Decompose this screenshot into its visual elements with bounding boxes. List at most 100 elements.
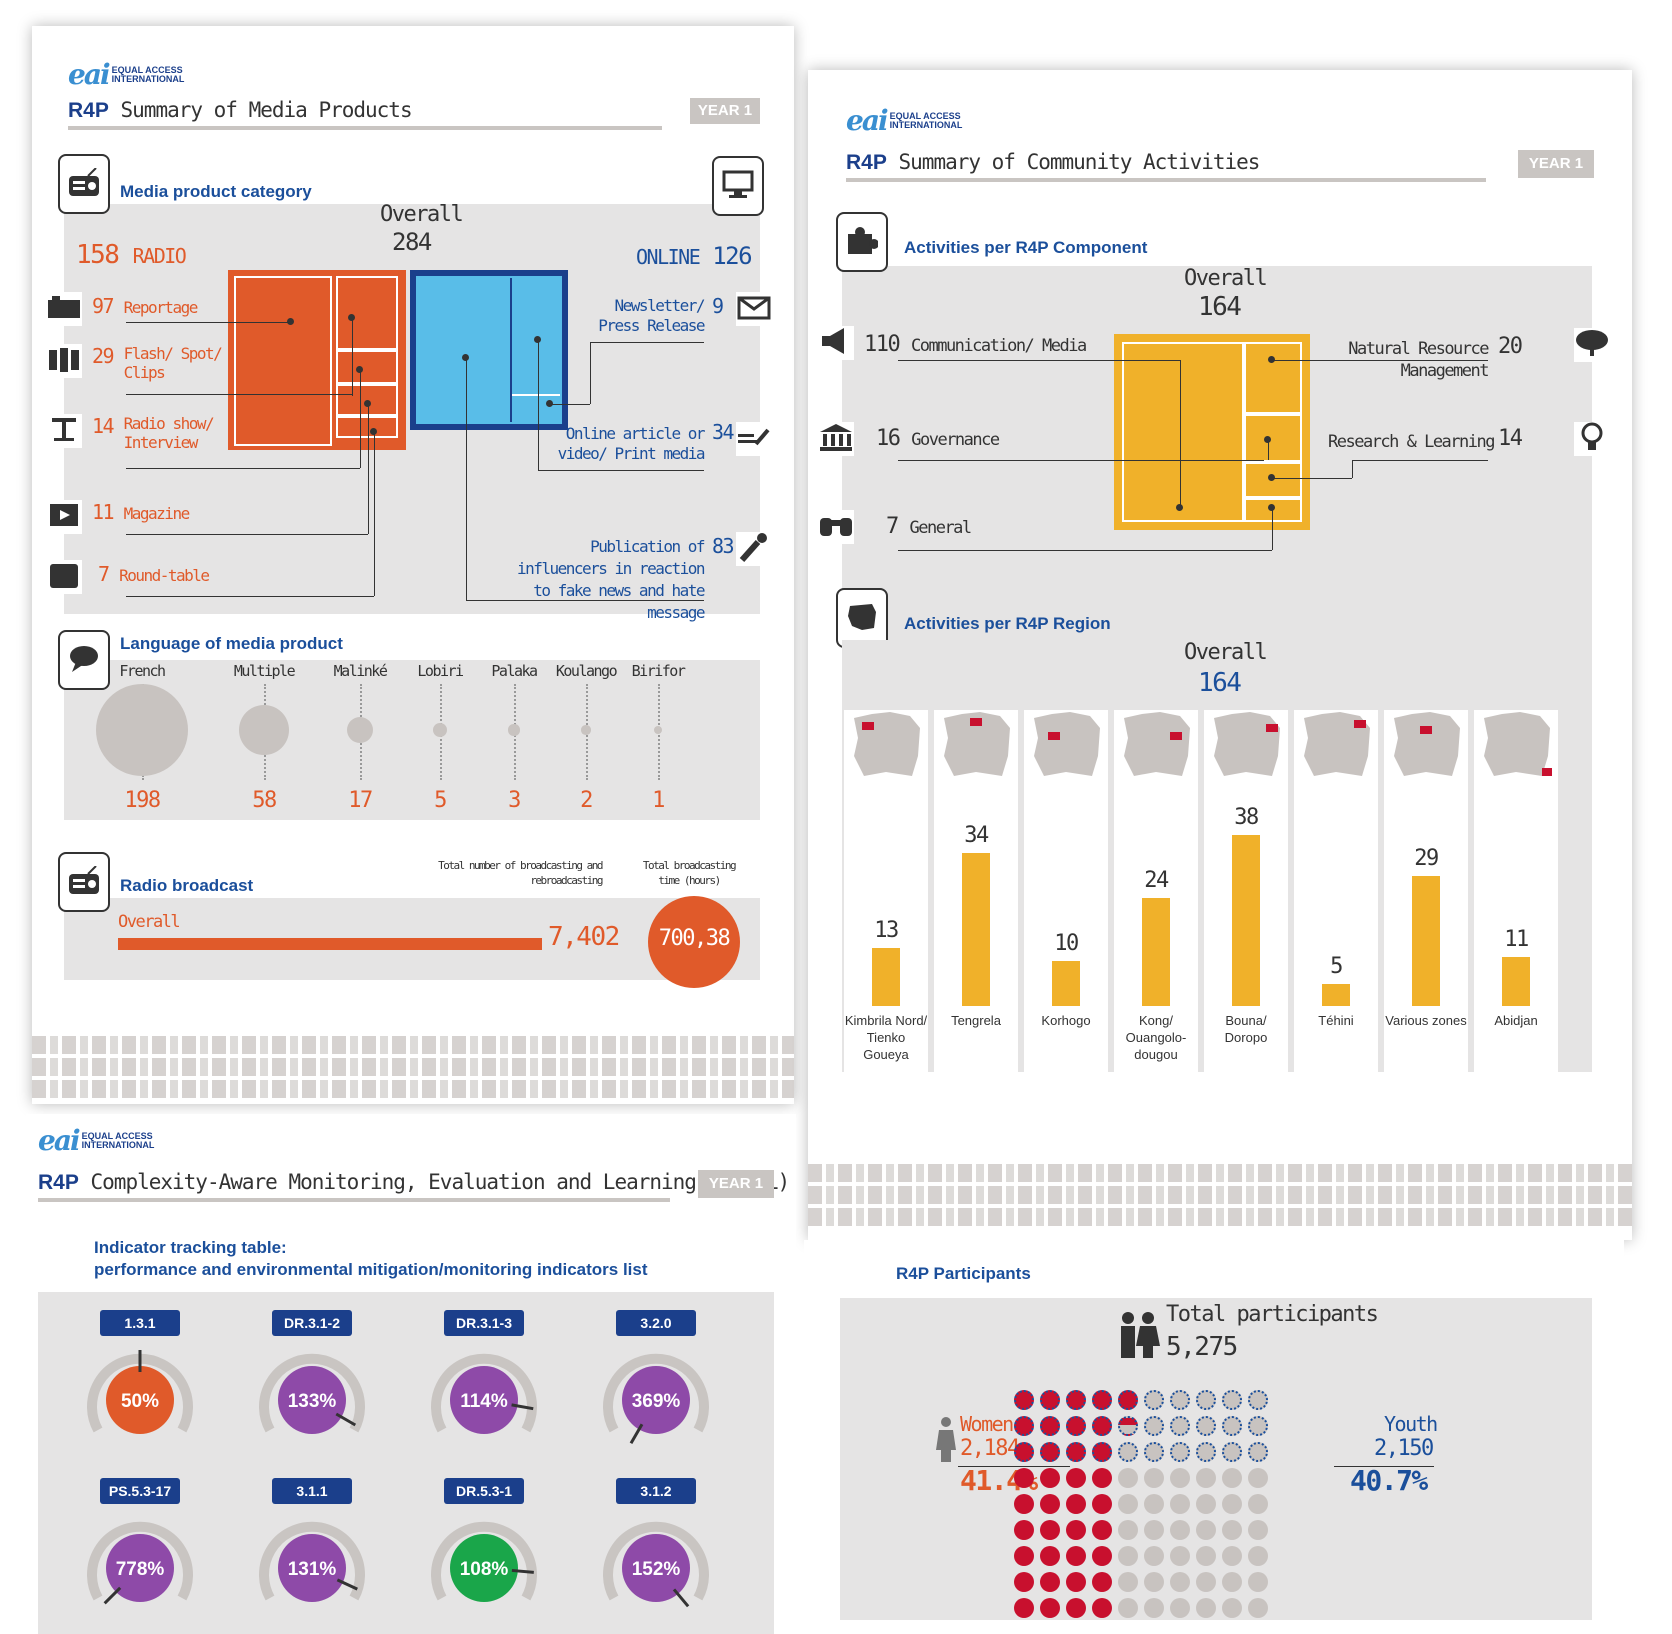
treemap-cell-flash <box>336 276 398 350</box>
region-bar-value: 34 <box>964 823 989 848</box>
gauge-needle <box>629 1423 644 1445</box>
participant-dot <box>1092 1416 1112 1436</box>
tree-icon <box>1574 328 1610 362</box>
item-label: Online article or video/ Print media <box>557 424 706 463</box>
participant-dot <box>1144 1598 1164 1618</box>
language-count: 198 <box>124 788 161 813</box>
connector-line <box>360 370 361 468</box>
connector-line <box>898 550 1272 551</box>
radio-item-radioshow: 14 Radio show/ Interview <box>92 414 244 452</box>
participant-dot <box>1196 1468 1216 1488</box>
broadcast-time-label: Total broadcasting time (hours) <box>642 859 737 887</box>
component-nrm-value: 20 <box>1498 334 1523 359</box>
region-bar <box>962 853 990 1006</box>
component-governance: 16 Governance <box>876 426 1000 451</box>
language-bubble <box>432 722 448 738</box>
participant-dot <box>1066 1572 1086 1592</box>
eai-logo: eai EQUAL ACCESS INTERNATIONAL <box>846 104 980 137</box>
section-participants: R4P Participants <box>896 1264 1031 1283</box>
participant-dot <box>1144 1416 1164 1436</box>
participant-dot <box>1144 1494 1164 1514</box>
participant-dot <box>1118 1546 1138 1566</box>
camel-card: eai EQUAL ACCESS INTERNATIONAL R4P Compl… <box>26 1114 796 1634</box>
connector-line <box>1272 360 1488 361</box>
participant-dot <box>1118 1520 1138 1540</box>
treemap-cell-reportage <box>234 276 332 446</box>
participant-dot <box>1222 1390 1242 1410</box>
gauge-needle <box>336 1578 358 1591</box>
radio-total-label: RADIO <box>132 244 187 268</box>
gauge-percentage: 133% <box>288 1391 337 1412</box>
region-bar <box>1142 898 1170 1006</box>
region-map-icon <box>850 710 922 780</box>
language-count: 17 <box>348 788 373 813</box>
indicator-code: 1.3.1 <box>100 1310 180 1336</box>
connector-line <box>590 342 591 404</box>
participant-dot <box>1144 1572 1164 1592</box>
participant-dot <box>1222 1494 1242 1514</box>
region-map-icon <box>1390 710 1462 780</box>
gauge-fill <box>106 1534 174 1602</box>
region-category-label: Kimbrila Nord/ Tienko Goueya <box>844 1013 928 1062</box>
online-treemap <box>410 270 568 430</box>
broadcast-hours-circle <box>648 896 740 988</box>
section-region: Activities per R4P Region <box>904 614 1111 633</box>
participant-dot <box>1248 1494 1268 1514</box>
participant-dot <box>1014 1572 1034 1592</box>
radio-total-value: 158 <box>76 240 120 270</box>
lightbulb-icon <box>1574 422 1610 456</box>
participant-dot <box>1144 1520 1164 1540</box>
connector-line <box>466 358 467 600</box>
section-broadcast: Radio broadcast <box>120 876 254 895</box>
participants-card: R4P Participants Total participants 5,27… <box>804 1240 1624 1620</box>
language-count: 1 <box>652 788 665 813</box>
online-total: ONLINE 126 <box>636 242 753 270</box>
indicator-gauge: 131% <box>259 1521 365 1602</box>
eai-logo: eai EQUAL ACCESS INTERNATIONAL <box>68 58 202 91</box>
online-item-article: Online article or video/ Print media <box>556 424 706 464</box>
region-category-label: Tengrela <box>951 1013 1001 1028</box>
item-value: 16 <box>876 426 901 451</box>
participant-dot <box>1222 1598 1242 1618</box>
radio-icon <box>69 866 99 894</box>
connector-line <box>466 600 704 601</box>
gauge-needle <box>511 1568 534 1574</box>
woman-icon <box>934 1416 958 1466</box>
broadcast-radio-icon-box <box>58 852 110 912</box>
online-item-newsletter-value: 9 <box>712 294 724 318</box>
participant-dot <box>1222 1546 1242 1566</box>
indicator-code: 3.1.2 <box>616 1478 696 1504</box>
region-map-icon <box>1120 710 1192 780</box>
online-total-value: 126 <box>712 242 752 270</box>
page-title: R4P Complexity-Aware Monitoring, Evaluat… <box>38 1170 790 1195</box>
youth-label: Youth <box>1384 1412 1438 1436</box>
connector-line <box>368 404 369 534</box>
gauge-percentage: 114% <box>460 1391 508 1412</box>
indicator-gauge: 778% <box>87 1521 193 1605</box>
participant-dot <box>1118 1572 1138 1592</box>
section-media-category: Media product category <box>120 182 312 201</box>
people-icon <box>1116 1310 1162 1360</box>
gauge-arc <box>431 1353 537 1433</box>
item-label: Round-table <box>119 566 210 585</box>
eai-logo: eai EQUAL ACCESS INTERNATIONAL <box>38 1124 172 1157</box>
participant-dot <box>1248 1416 1268 1436</box>
participant-dot <box>1170 1546 1190 1566</box>
broadcast-count: 7,402 <box>548 922 620 952</box>
participant-dot <box>1014 1546 1034 1566</box>
title-rule <box>846 178 1486 182</box>
overall-value: 284 <box>392 228 432 256</box>
gauge-percentage: 50% <box>121 1391 159 1412</box>
indicator-gauge: 108% <box>431 1521 537 1602</box>
item-value: 29 <box>92 344 115 368</box>
component-nrm-label: Natural Resource Management <box>1348 339 1489 381</box>
region-map-icon <box>1030 710 1102 780</box>
gauge-fill <box>450 1366 518 1434</box>
participant-dot <box>1092 1572 1112 1592</box>
participant-dot <box>1118 1390 1138 1410</box>
language-name: Lobiri <box>417 662 464 680</box>
item-label: Radio show/ Interview <box>123 414 215 452</box>
connector-line <box>1268 440 1269 460</box>
page-title: R4P Summary of Community Activities <box>846 150 1260 175</box>
connector-dot <box>287 318 294 325</box>
